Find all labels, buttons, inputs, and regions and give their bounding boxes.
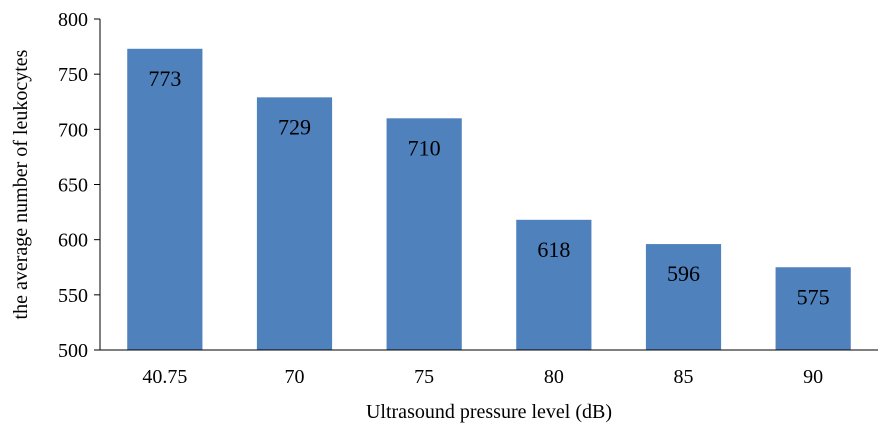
x-tick-label: 80: [544, 366, 564, 388]
y-tick-label: 550: [58, 285, 88, 307]
x-axis-title: Ultrasound pressure level (dB): [366, 401, 612, 423]
data-label: 596: [667, 261, 700, 286]
bar: [386, 118, 462, 350]
bar: [775, 267, 851, 350]
y-tick-label: 650: [58, 175, 88, 197]
data-labels: 773 729 710 618 596 575: [148, 66, 829, 309]
y-tick-label: 750: [58, 64, 88, 86]
x-axis-ticks: 40.75 70 75 80 85 90: [142, 366, 823, 388]
data-label: 773: [148, 66, 181, 91]
y-axis-ticks: 500 550 600 650 700 750 800: [58, 9, 100, 362]
data-label: 618: [537, 237, 570, 262]
y-tick-label: 700: [58, 119, 88, 141]
x-tick-label: 40.75: [142, 366, 187, 388]
bars: [127, 48, 851, 350]
bar: [127, 48, 203, 350]
data-label: 575: [797, 284, 830, 309]
y-axis-title: the average number of leukocytes: [10, 49, 32, 319]
x-tick-label: 90: [803, 366, 823, 388]
bar: [516, 219, 592, 350]
y-tick-label: 800: [58, 9, 88, 31]
x-tick-label: 70: [285, 366, 305, 388]
x-tick-label: 85: [674, 366, 694, 388]
data-label: 710: [408, 135, 441, 160]
bar: [256, 97, 333, 350]
data-label: 729: [278, 114, 311, 139]
bar: [645, 244, 722, 350]
y-tick-label: 600: [58, 230, 88, 252]
y-tick-label: 500: [58, 340, 88, 362]
x-tick-label: 75: [414, 366, 434, 388]
